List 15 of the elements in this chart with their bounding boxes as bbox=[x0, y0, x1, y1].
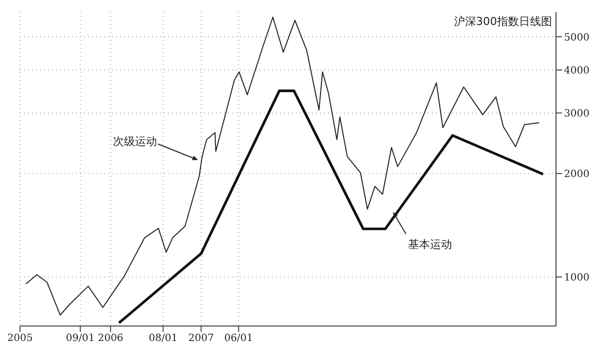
y-tick-label: 2000 bbox=[564, 169, 590, 180]
x-tick-label: 2007 bbox=[188, 333, 214, 344]
x-tick-label: 2005 bbox=[7, 333, 33, 344]
x-tick-label: 06/01 bbox=[224, 333, 254, 344]
y-tick-label: 4000 bbox=[564, 66, 590, 77]
annotation: 次级运动 bbox=[113, 134, 157, 149]
x-tick-label: 08/01 bbox=[148, 333, 178, 344]
y-tick-label: 3000 bbox=[564, 108, 590, 120]
x-tick-label: 2006 bbox=[98, 333, 124, 344]
annotation: 基本运动 bbox=[408, 237, 452, 252]
chart-title: 沪深300指数日线图 bbox=[454, 14, 552, 29]
y-tick-label: 1000 bbox=[564, 272, 590, 284]
line-series bbox=[25, 16, 540, 316]
y-tick-label: 5000 bbox=[564, 32, 590, 44]
x-tick-label: 09/01 bbox=[66, 333, 95, 344]
